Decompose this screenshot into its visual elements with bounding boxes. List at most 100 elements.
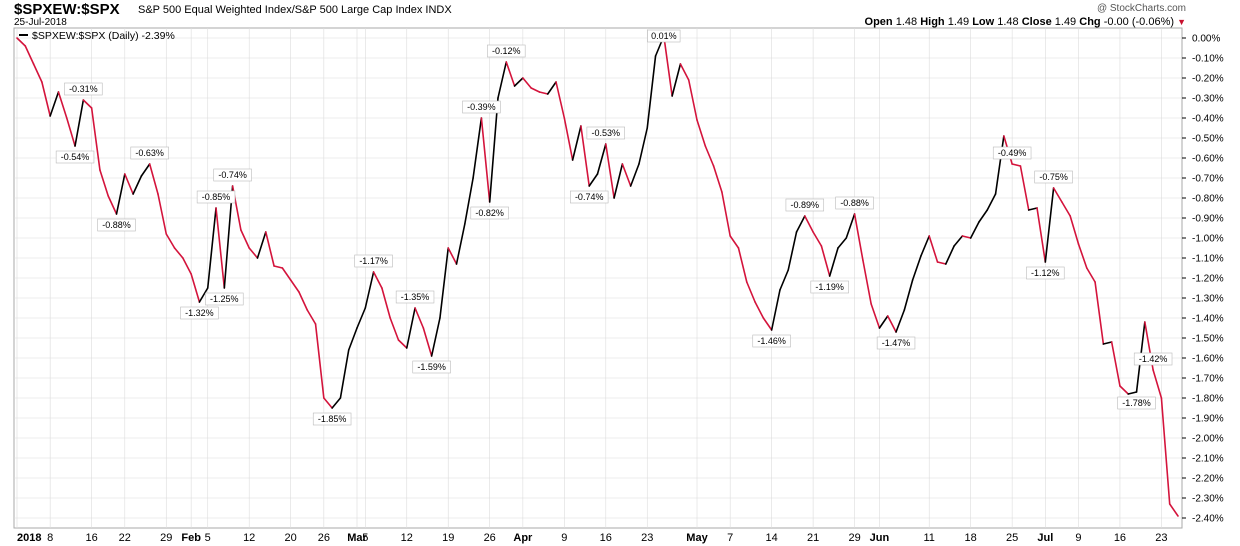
series-segment	[721, 191, 731, 237]
series-segment	[1110, 341, 1121, 387]
series-segment	[480, 117, 491, 203]
y-tick-label: -0.70%	[1192, 174, 1224, 185]
series-segment	[530, 87, 541, 93]
data-label-box	[487, 44, 526, 58]
data-label: -0.12%	[487, 44, 526, 58]
data-label-text: -1.17%	[359, 256, 388, 266]
x-tick-label: Jun	[870, 532, 890, 544]
data-label-box	[354, 254, 393, 268]
data-label-box	[647, 29, 681, 43]
series-segment	[546, 81, 557, 95]
series-segment	[969, 221, 980, 239]
series-segment	[140, 163, 151, 177]
series-segment	[206, 207, 217, 289]
y-tick-label: -0.60%	[1192, 154, 1224, 165]
data-label-text: -0.54%	[61, 152, 90, 162]
data-label-box	[1133, 352, 1173, 366]
series-segment	[629, 163, 640, 187]
data-label: -1.46%	[752, 334, 791, 348]
close-value: 1.49	[1054, 16, 1077, 28]
series-segment	[513, 77, 524, 87]
series-segment	[90, 107, 101, 171]
data-label-box	[752, 334, 791, 348]
y-axis: 0.00% -0.10% -0.20% -0.30% -0.40% -0.50% -0.60…	[1182, 34, 1224, 525]
data-label-text: -1.59%	[417, 362, 446, 372]
series-segment	[679, 63, 690, 81]
x-tick-label: 2018	[17, 532, 41, 544]
series-segment	[638, 127, 649, 165]
series-segment	[256, 231, 267, 259]
series-segment	[455, 223, 466, 265]
series-segment	[646, 55, 657, 129]
series-segment	[563, 117, 574, 161]
series-segment	[911, 255, 922, 281]
y-tick-label: -2.30%	[1192, 494, 1224, 505]
legend: $SPXEW:$SPX (Daily) -2.39%	[19, 30, 175, 42]
series-segment	[190, 273, 201, 303]
data-label: -0.39%	[462, 100, 501, 114]
annotations: -0.31% -0.54% -0.63% -0.88% -0.85% -0.74% -1.3…	[55, 29, 1173, 426]
series-segment	[878, 315, 889, 329]
series-segment	[986, 193, 997, 211]
x-tick-label: 12	[401, 532, 413, 544]
series-segment	[381, 287, 391, 319]
x-tick-label: 21	[807, 532, 819, 544]
y-tick-label: -2.10%	[1192, 454, 1224, 465]
chart-date: 25-Jul-2018	[14, 17, 67, 28]
data-label: -1.12%	[1026, 266, 1065, 280]
data-label-text: -0.74%	[218, 170, 247, 180]
x-tick-label: Apr	[513, 532, 533, 544]
series-segment	[464, 177, 474, 225]
series-segment	[157, 193, 168, 235]
data-label-text: -0.49%	[998, 148, 1027, 158]
series-segment	[1019, 165, 1030, 211]
data-label-text: -1.25%	[210, 294, 239, 304]
series-segment	[57, 91, 68, 119]
series-segment	[16, 37, 27, 47]
series-segment	[862, 259, 872, 305]
data-label-box	[835, 196, 874, 210]
data-label-box	[1034, 170, 1073, 184]
data-label-text: -1.85%	[318, 414, 347, 424]
data-label-text: -0.12%	[492, 46, 521, 56]
series-segment	[1061, 201, 1071, 217]
series-segment	[497, 61, 508, 99]
series-segment	[1160, 397, 1171, 505]
series-segment	[729, 235, 740, 249]
series-segment	[712, 165, 723, 193]
data-label: -1.47%	[876, 336, 916, 350]
series-segment	[1069, 215, 1080, 245]
series-segment	[281, 267, 292, 281]
series-segment	[472, 117, 483, 179]
close-label: Close	[1021, 16, 1052, 28]
series-segment	[787, 231, 798, 271]
y-tick-label: -0.80%	[1192, 194, 1224, 205]
data-label-text: -0.89%	[791, 200, 820, 210]
data-label-box	[64, 82, 103, 96]
series-segment	[289, 279, 300, 293]
series-segment	[895, 309, 906, 333]
data-label: -1.32%	[180, 306, 219, 320]
series-segment	[298, 291, 309, 311]
data-label-text: -0.74%	[575, 192, 604, 202]
series-segment	[1085, 267, 1096, 283]
series-segment	[331, 397, 342, 409]
data-label-box	[470, 206, 509, 220]
series-segment	[845, 213, 856, 239]
y-tick-label: -1.20%	[1192, 274, 1224, 285]
series-segment	[961, 235, 972, 239]
series-segment	[953, 235, 964, 247]
series-segment	[372, 271, 383, 289]
data-label-text: -0.88%	[102, 220, 131, 230]
data-label: -0.74%	[213, 168, 252, 182]
gridlines	[14, 28, 1182, 528]
series-segment	[240, 229, 250, 249]
data-label-box	[205, 292, 244, 306]
data-label-box	[412, 360, 451, 374]
x-tick-label: Feb	[181, 532, 201, 544]
data-label: -0.63%	[130, 146, 169, 160]
series-segment	[405, 307, 416, 349]
series-segment	[687, 79, 698, 121]
data-label-box	[876, 336, 916, 350]
